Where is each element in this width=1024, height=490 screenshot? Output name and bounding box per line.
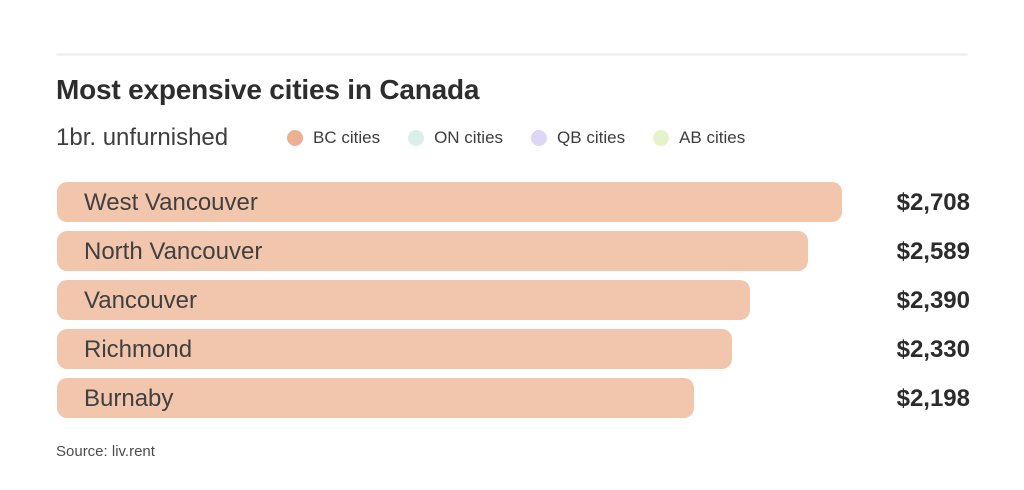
legend-item: QB cities <box>531 128 625 148</box>
bar-value: $2,198 <box>896 385 970 412</box>
bar-value: $2,708 <box>896 189 970 216</box>
bar <box>57 231 808 271</box>
bar-row: Richmond $2,330 <box>57 329 970 369</box>
bar-label: Vancouver <box>84 287 197 314</box>
legend-label: AB cities <box>679 128 746 147</box>
bar-row: Burnaby $2,198 <box>57 378 970 418</box>
chart-legend: BC cities ON cities QB cities AB cities <box>287 124 745 152</box>
legend-dot-icon <box>653 130 670 146</box>
legend-item: ON cities <box>408 128 503 148</box>
bar-value: $2,589 <box>896 238 970 265</box>
top-divider <box>56 53 968 56</box>
bar-row: North Vancouver $2,589 <box>57 231 970 271</box>
bar-label: Burnaby <box>84 385 174 412</box>
bar <box>57 182 842 222</box>
legend-label: BC cities <box>313 128 381 147</box>
bar-row: Vancouver $2,390 <box>57 280 970 320</box>
bar-label: North Vancouver <box>84 238 263 265</box>
bar-value: $2,390 <box>896 287 970 314</box>
bar <box>57 329 732 369</box>
bar-chart: West Vancouver $2,708 North Vancouver $2,58… <box>57 182 970 427</box>
bar-label: Richmond <box>84 336 193 363</box>
bar <box>57 378 694 418</box>
legend-dot-icon <box>408 130 425 146</box>
legend-dot-icon <box>287 130 303 146</box>
bar-value: $2,330 <box>896 336 970 363</box>
legend-item: AB cities <box>653 128 745 148</box>
legend-label: QB cities <box>557 128 626 147</box>
legend-dot-icon <box>531 130 548 146</box>
legend-item: BC cities <box>287 128 380 148</box>
bar <box>57 280 750 320</box>
chart-subtitle: 1br. unfurnished <box>56 124 229 151</box>
bar-row: West Vancouver $2,708 <box>57 182 970 222</box>
legend-label: ON cities <box>434 128 504 147</box>
source-note: Source: liv.rent <box>56 443 155 460</box>
bar-label: West Vancouver <box>84 189 258 216</box>
page-title: Most expensive cities in Canada <box>56 74 480 105</box>
